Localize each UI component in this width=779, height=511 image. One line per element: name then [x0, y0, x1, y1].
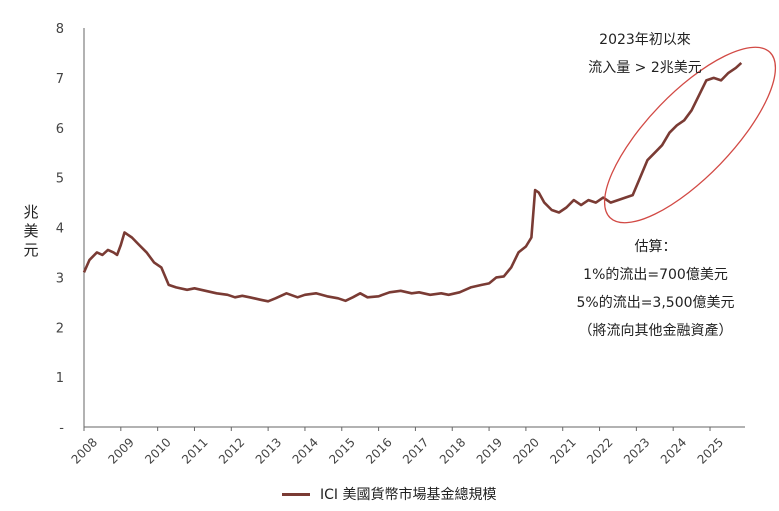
x-tick-label: 2017 [400, 435, 431, 466]
x-tick-label: 2010 [142, 435, 173, 466]
y-tick-label: - [59, 421, 64, 436]
legend-swatch [282, 492, 310, 496]
x-tick-label: 2021 [547, 435, 578, 466]
y-axis-label: 兆美元 [23, 203, 39, 259]
x-tick-label: 2014 [290, 435, 321, 466]
x-tick-label: 2008 [69, 435, 100, 466]
annotation-inflow-line-1: 2023年初以來 [599, 32, 691, 48]
annotation-inflow: 2023年初以來 流入量 > 2兆美元 [540, 26, 750, 82]
legend: ICI 美國貨幣市場基金總規模 [282, 484, 496, 504]
y-tick-label: 4 [56, 222, 64, 237]
x-tick-label: 2024 [658, 435, 689, 466]
x-tick-label: 2025 [695, 435, 726, 466]
y-axis-ticks: - 1 2 3 4 5 6 7 8 [56, 22, 65, 436]
series-line [82, 61, 743, 303]
annotation-estimate-line-2: 1%的流出=700億美元 [583, 267, 728, 283]
x-axis-ticks: 2008 2009 2010 2011 2012 2013 2014 2015 2016 2017… [69, 427, 726, 467]
x-tick-label: 2011 [179, 435, 210, 466]
highlight-ellipse [603, 46, 777, 224]
x-tick-label: 2019 [474, 435, 505, 466]
x-tick-label: 2022 [584, 435, 615, 466]
legend-label: ICI 美國貨幣市場基金總規模 [320, 487, 497, 503]
annotation-estimate-line-3: 5%的流出=3,500億美元 [576, 295, 735, 311]
y-tick-label: 6 [56, 122, 64, 137]
y-tick-label: 3 [56, 271, 64, 286]
x-tick-label: 2023 [621, 435, 652, 466]
y-tick-label: 1 [56, 371, 64, 386]
x-tick-label: 2020 [511, 435, 542, 466]
y-tick-label: 8 [56, 22, 64, 37]
y-tick-label: 2 [56, 321, 64, 336]
y-tick-label: 5 [56, 172, 64, 187]
annotation-estimate: 估算： 1%的流出=700億美元 5%的流出=3,500億美元 （將流向其他金融… [548, 233, 763, 345]
x-tick-label: 2015 [326, 435, 357, 466]
x-tick-label: 2016 [363, 435, 394, 466]
x-tick-label: 2013 [253, 435, 284, 466]
y-tick-label: 7 [56, 72, 64, 87]
annotation-estimate-line-4: （將流向其他金融資產） [578, 323, 733, 339]
x-tick-label: 2009 [105, 435, 136, 466]
annotation-inflow-line-2: 流入量 > 2兆美元 [588, 60, 702, 76]
annotation-estimate-line-1: 估算： [634, 239, 677, 255]
x-tick-label: 2012 [216, 435, 247, 466]
x-tick-label: 2018 [437, 435, 468, 466]
